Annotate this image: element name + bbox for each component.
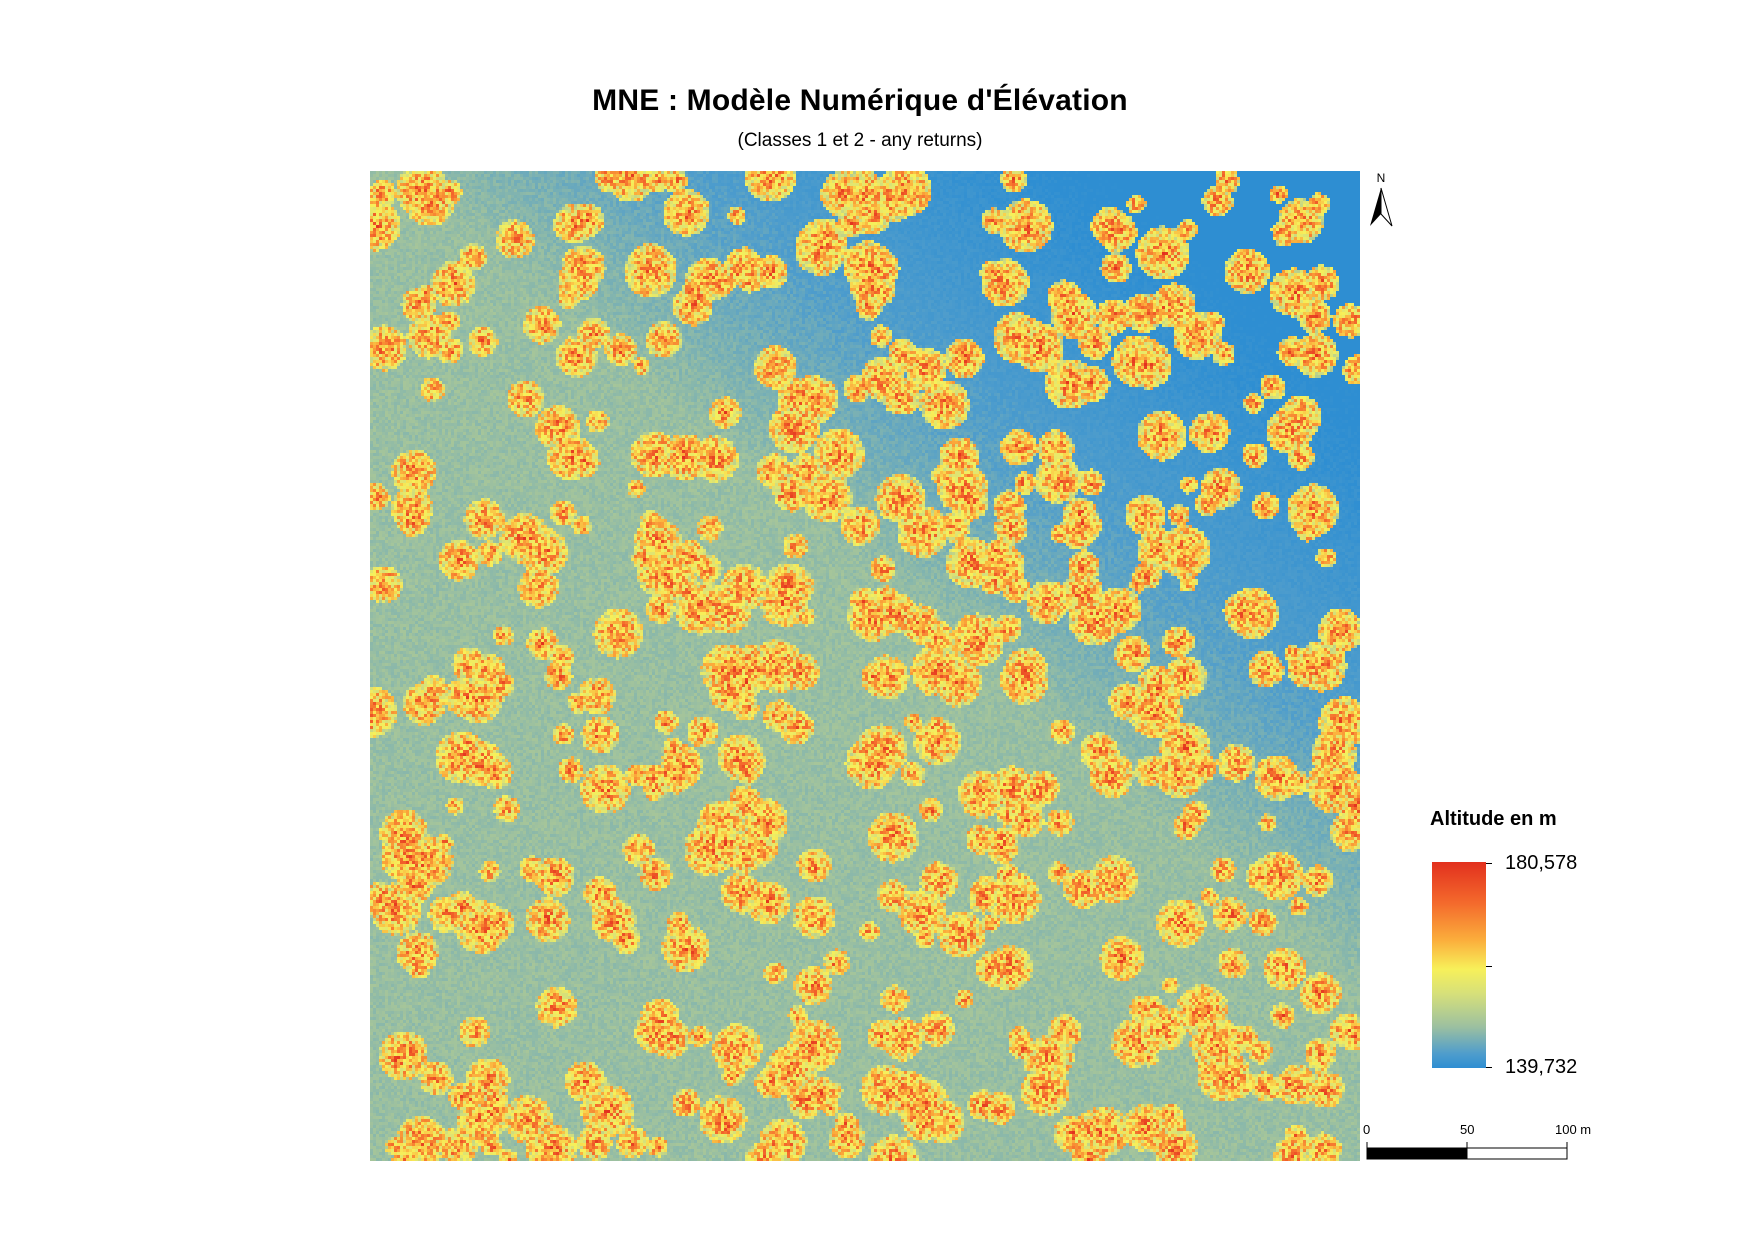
legend-tick-max <box>1486 863 1492 864</box>
legend-title: Altitude en m <box>1430 808 1557 830</box>
legend-color-ramp <box>1432 862 1486 1068</box>
legend-max-label: 180,578 <box>1505 852 1578 874</box>
north-label: N <box>1377 171 1386 185</box>
scale-label-0: 0 <box>1363 1122 1371 1137</box>
map-subtitle: (Classes 1 et 2 - any returns) <box>737 130 983 151</box>
legend-tick-min <box>1486 1067 1492 1068</box>
north-arrow-icon: N <box>1370 171 1393 227</box>
legend-min-label: 139,732 <box>1505 1056 1578 1078</box>
scale-bar-segment-black <box>1366 1147 1468 1160</box>
scale-bar-segment-white <box>1466 1147 1568 1160</box>
map-title: MNE : Modèle Numérique d'Élévation <box>592 84 1128 117</box>
legend-tick-mid <box>1486 966 1492 967</box>
scale-bar <box>1366 1142 1568 1160</box>
scale-label-50: 50 <box>1460 1122 1475 1137</box>
elevation-raster-map <box>370 171 1360 1161</box>
scale-label-100: 100 m <box>1555 1122 1592 1137</box>
